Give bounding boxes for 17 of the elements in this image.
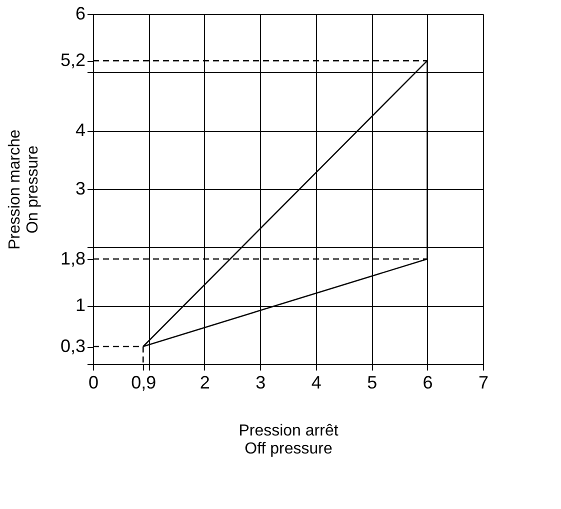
- y-tick-label: 1: [75, 295, 86, 316]
- y-axis-title: Pression marche On pressure: [6, 129, 42, 250]
- y-tick-label: 5,2: [60, 50, 86, 70]
- x-tick-label: 0,9: [131, 372, 156, 392]
- x-tick-label: 2: [200, 372, 210, 392]
- y-tick-label: 6: [75, 4, 86, 24]
- y-tick-label: 1,8: [60, 248, 86, 268]
- y-tick-label: 4: [75, 120, 86, 140]
- x-tick-label: 4: [311, 372, 322, 392]
- y-tick-label: 0,3: [60, 336, 86, 356]
- x-tick-label: 6: [422, 372, 433, 392]
- x-tick-label: 3: [256, 372, 266, 392]
- y-tick-label: 3: [75, 178, 86, 198]
- x-tick-label: 0: [88, 372, 99, 392]
- x-tick-label: 5: [367, 372, 378, 392]
- x-axis-title: Pression arrêt Off pressure: [238, 422, 339, 458]
- x-tick-label: 7: [478, 372, 489, 392]
